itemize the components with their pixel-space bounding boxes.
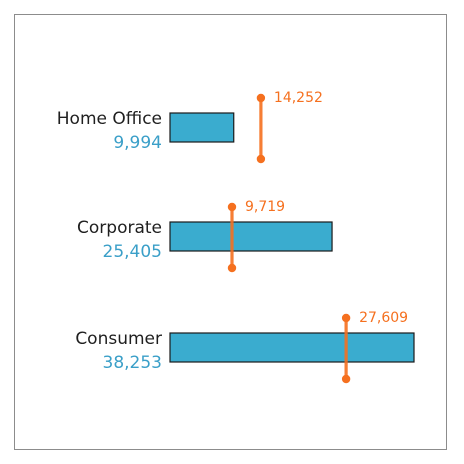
target-dot-top <box>227 202 237 212</box>
value-label: 38,253 <box>103 353 162 373</box>
target-label: 27,609 <box>359 310 408 326</box>
category-label: Corporate <box>77 218 162 238</box>
target-dot-top <box>341 313 351 323</box>
value-label: 25,405 <box>103 242 162 262</box>
target-label: 9,719 <box>245 199 285 215</box>
bar-corporate <box>169 221 333 252</box>
bar-home-office <box>169 112 235 143</box>
bar-consumer <box>169 332 415 363</box>
target-dot-bottom <box>227 263 237 273</box>
category-label: Consumer <box>75 329 162 349</box>
target-dot-top <box>256 93 266 103</box>
category-label: Home Office <box>57 109 162 129</box>
target-dot-bottom <box>341 374 351 384</box>
value-label: 9,994 <box>113 133 162 153</box>
target-label: 14,252 <box>274 90 323 106</box>
target-dot-bottom <box>256 154 266 164</box>
